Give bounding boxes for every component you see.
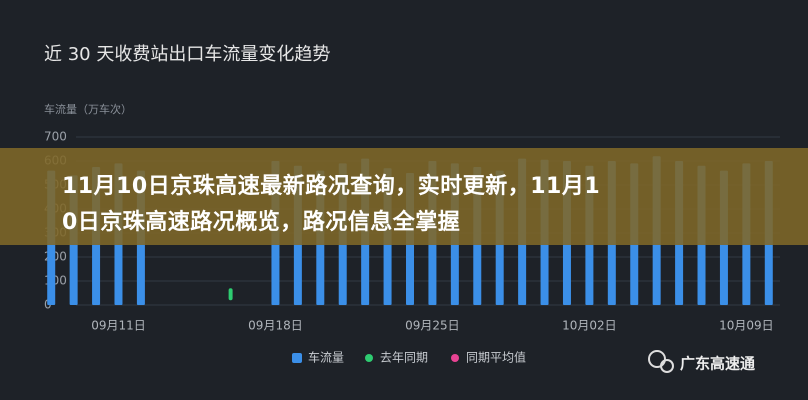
- legend-label: 同期平均值: [466, 350, 526, 365]
- y-tick-label: 700: [44, 130, 67, 144]
- legend-label: 去年同期: [380, 351, 428, 365]
- banner-line: 0日京珠高速路况概览，路况信息全掌握: [62, 210, 461, 235]
- x-tick-label: 10月02日: [562, 319, 617, 333]
- x-tick-label: 09月25日: [405, 319, 460, 333]
- x-tick-label: 09月18日: [248, 319, 303, 333]
- watermark-icon: [648, 350, 674, 373]
- legend-swatch: [365, 354, 373, 362]
- banner-line: 11月10日京珠高速最新路况查询，实时更新，11月1: [62, 174, 601, 199]
- point: [228, 288, 233, 301]
- legend-swatch: [292, 353, 302, 363]
- y-axis-label: 车流量（万车次）: [44, 102, 132, 116]
- banner: 11月10日京珠高速最新路况查询，实时更新，11月1 0日京珠高速路况概览，路况…: [0, 148, 808, 245]
- legend-swatch: [451, 354, 459, 362]
- legend-label: 车流量: [308, 350, 344, 365]
- chart-title: 近 30 天收费站出口车流量变化趋势: [44, 44, 330, 65]
- watermark: 广东高速通: [680, 355, 755, 373]
- x-tick-label: 09月11日: [91, 319, 146, 333]
- x-tick-label: 10月09日: [719, 319, 774, 333]
